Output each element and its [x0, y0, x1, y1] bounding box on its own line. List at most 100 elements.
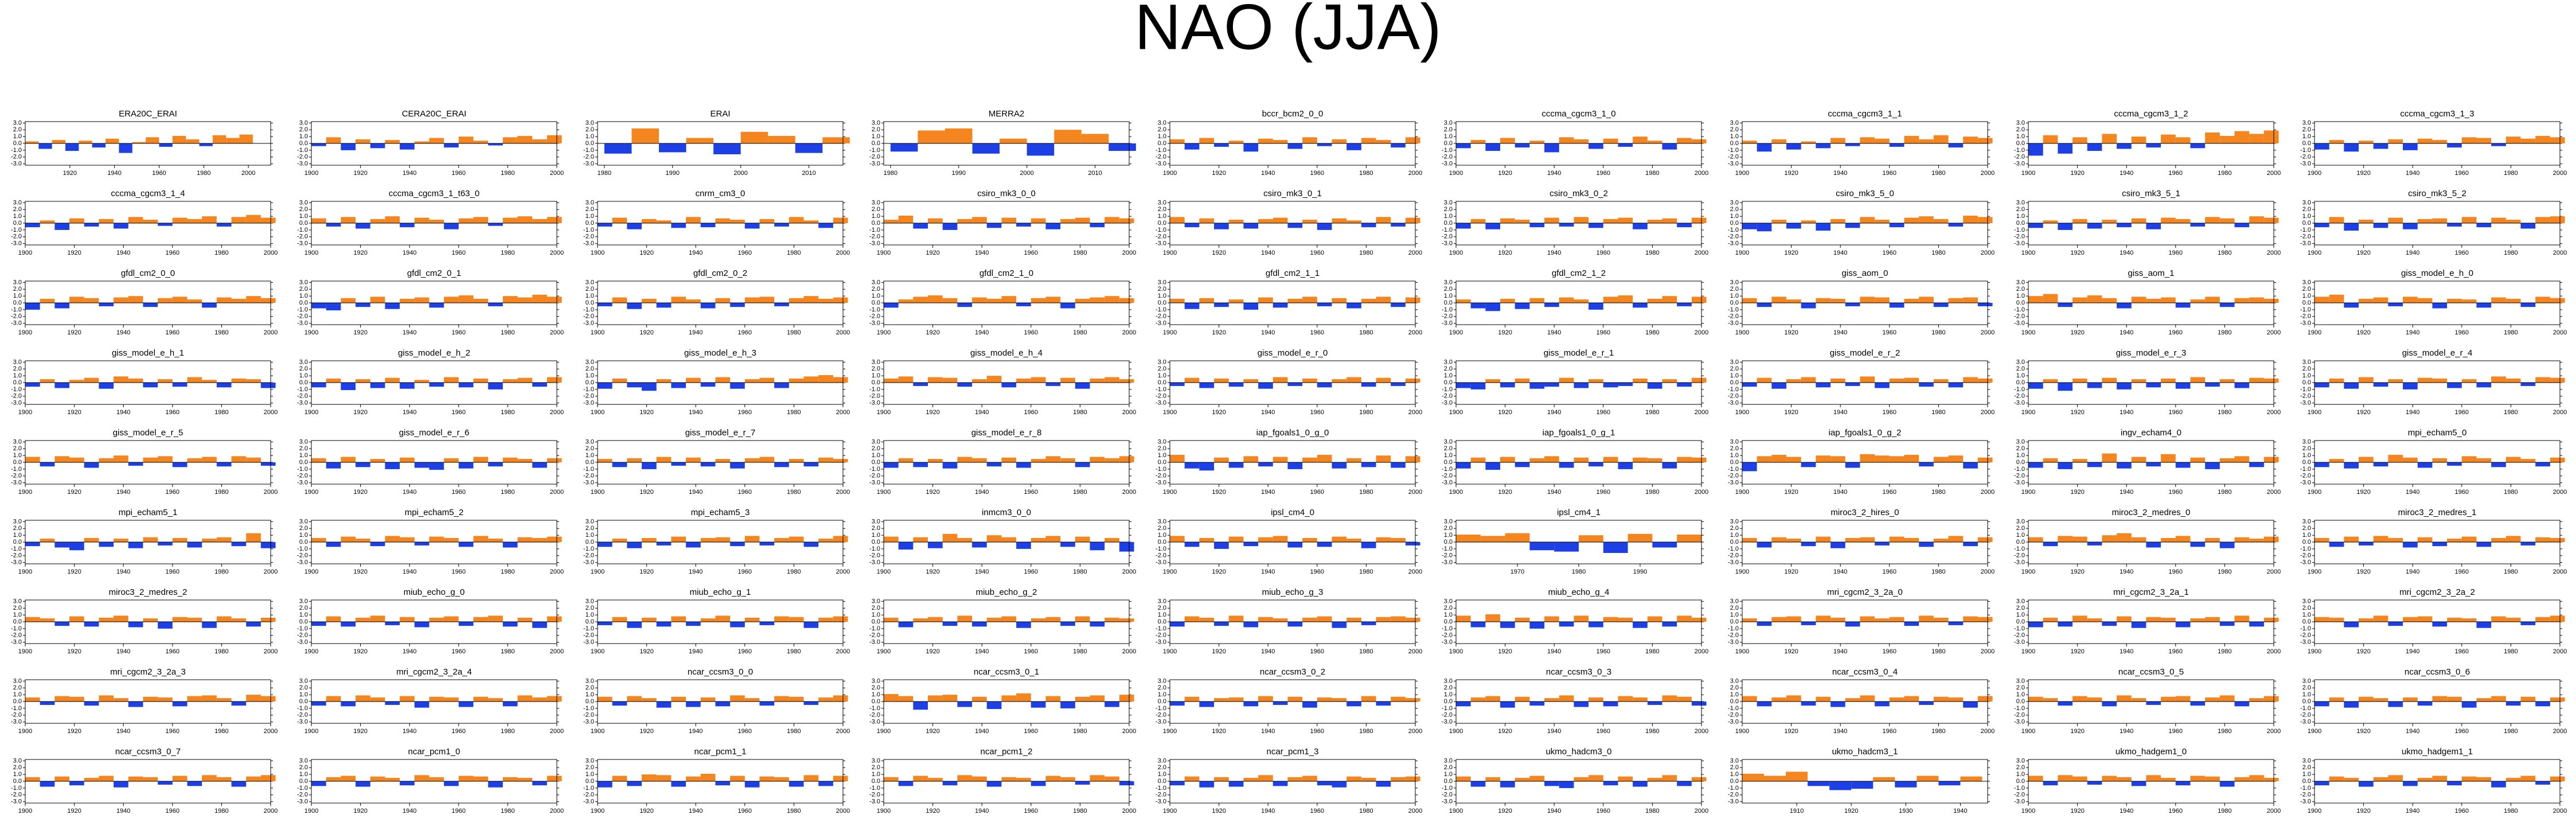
y-tick-label: 0.0: [1158, 140, 1166, 147]
bar: [547, 297, 562, 303]
bar: [2447, 143, 2462, 148]
bar: [2161, 217, 2176, 223]
bar: [2263, 778, 2279, 781]
bar: [158, 298, 173, 303]
bar: [2329, 542, 2344, 547]
bar: [488, 462, 503, 467]
bar: [1948, 536, 1964, 542]
panel: ukmo_hadgem1_13.02.01.00.0-1.0-2.0-3.019…: [2300, 747, 2567, 815]
x-tick-label: 1900: [877, 250, 891, 256]
bar: [1647, 458, 1662, 462]
bar: [957, 303, 973, 307]
y-tick-label: -3.0: [2300, 480, 2311, 486]
y-tick-label: 3.0: [1444, 438, 1453, 445]
bar: [2535, 462, 2550, 467]
x-tick-label: 2000: [1020, 170, 1033, 177]
plot-frame: [597, 201, 844, 246]
y-tick-label: -1.0: [1442, 466, 1453, 473]
bar: [957, 775, 973, 781]
x-tick-label: 2000: [1695, 489, 1708, 496]
y-tick-label: -1.0: [11, 227, 22, 233]
bar: [1060, 622, 1075, 626]
panel: ncar_ccsm3_0_13.02.01.00.0-1.0-2.0-3.019…: [869, 667, 1136, 735]
y-tick-label: 3.0: [1158, 199, 1166, 206]
bar: [246, 533, 261, 542]
x-tick-label: 1980: [1073, 568, 1087, 575]
panel: ncar_ccsm3_0_43.02.01.00.0-1.0-2.0-3.019…: [1728, 667, 1995, 735]
y-tick-label: -3.0: [583, 320, 594, 327]
bar: [444, 458, 459, 462]
bar: [187, 219, 202, 223]
x-tick-label: 1960: [738, 648, 752, 655]
y-tick-label: -2.0: [1442, 473, 1453, 480]
y-tick-label: 1.0: [1444, 293, 1453, 299]
panel-title: csiro_mk3_0_2: [1549, 189, 1608, 198]
x-tick-label: 2000: [1981, 170, 1995, 177]
x-tick-label: 2000: [836, 489, 850, 496]
bar: [1456, 383, 1471, 388]
bar: [1045, 383, 1061, 386]
y-tick-label: 2.0: [872, 286, 880, 293]
x-tick-label: 1960: [2455, 728, 2469, 735]
bar: [1346, 303, 1361, 309]
bar: [143, 383, 158, 388]
bar: [547, 776, 562, 781]
bar: [231, 781, 247, 787]
bar: [1677, 696, 1692, 702]
bar: [972, 297, 987, 303]
x-tick-label: 1920: [1784, 728, 1798, 735]
bar: [744, 297, 760, 303]
x-tick-label: 1900: [1735, 170, 1749, 177]
y-tick-label: 3.0: [13, 119, 22, 126]
y-tick-label: -1.0: [1442, 546, 1453, 552]
bar: [488, 223, 503, 226]
bar: [356, 139, 370, 143]
bar: [1045, 536, 1061, 542]
x-tick-label: 1920: [639, 728, 653, 735]
y-tick-label: -1.0: [2300, 785, 2311, 792]
x-tick-label: 1920: [1498, 489, 1512, 496]
y-tick-label: 0.0: [1730, 140, 1739, 147]
x-tick-label: 2000: [264, 808, 278, 815]
panel-title: gfdl_cm2_0_0: [121, 268, 175, 278]
bar: [774, 777, 789, 781]
bar: [1529, 776, 1545, 781]
bar: [40, 379, 55, 383]
plot-frame: [311, 440, 557, 485]
y-tick-label: -2.0: [11, 473, 22, 480]
y-tick-label: -2.0: [1728, 313, 1739, 320]
bar: [1500, 622, 1515, 628]
bar: [517, 695, 533, 702]
y-tick-label: 0.0: [1444, 778, 1453, 785]
bar: [700, 462, 716, 467]
x-tick-label: 1980: [1359, 329, 1373, 336]
panel-title: csiro_mk3_5_2: [2408, 189, 2466, 198]
y-tick-label: 2.0: [13, 286, 22, 293]
bar: [1391, 777, 1406, 781]
y-tick-label: -1.0: [1728, 625, 1739, 632]
bar: [414, 380, 430, 383]
bar: [1391, 696, 1406, 702]
bar: [1199, 218, 1215, 223]
y-tick-label: -1.0: [1442, 705, 1453, 712]
y-tick-label: 1.0: [1730, 611, 1739, 618]
bar: [1771, 383, 1787, 389]
bar: [612, 617, 627, 622]
bar: [928, 377, 943, 383]
y-tick-label: -1.0: [297, 147, 308, 154]
y-tick-label: 1.0: [2302, 133, 2311, 140]
x-tick-label: 2000: [550, 409, 564, 416]
y-tick-label: -1.0: [1728, 705, 1739, 712]
bar: [1109, 143, 1136, 151]
y-tick-label: 1.0: [1730, 691, 1739, 698]
bar: [2249, 134, 2264, 143]
bar: [803, 220, 819, 223]
y-tick-label: -2.0: [297, 313, 308, 320]
bar: [2476, 777, 2492, 781]
bar: [2315, 617, 2329, 622]
bar: [414, 297, 430, 303]
x-tick-label: 1960: [166, 489, 179, 496]
y-tick-label: 2.0: [299, 684, 308, 691]
bar: [239, 134, 253, 143]
